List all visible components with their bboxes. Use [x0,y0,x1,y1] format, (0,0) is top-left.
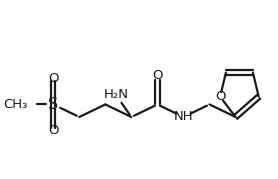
Text: H₂N: H₂N [103,88,128,101]
Text: NH: NH [174,110,193,124]
Text: CH₃: CH₃ [3,98,27,111]
Text: O: O [152,69,163,82]
Text: O: O [48,72,58,85]
Text: O: O [48,124,58,137]
Text: O: O [215,90,225,103]
Text: S: S [48,97,58,112]
